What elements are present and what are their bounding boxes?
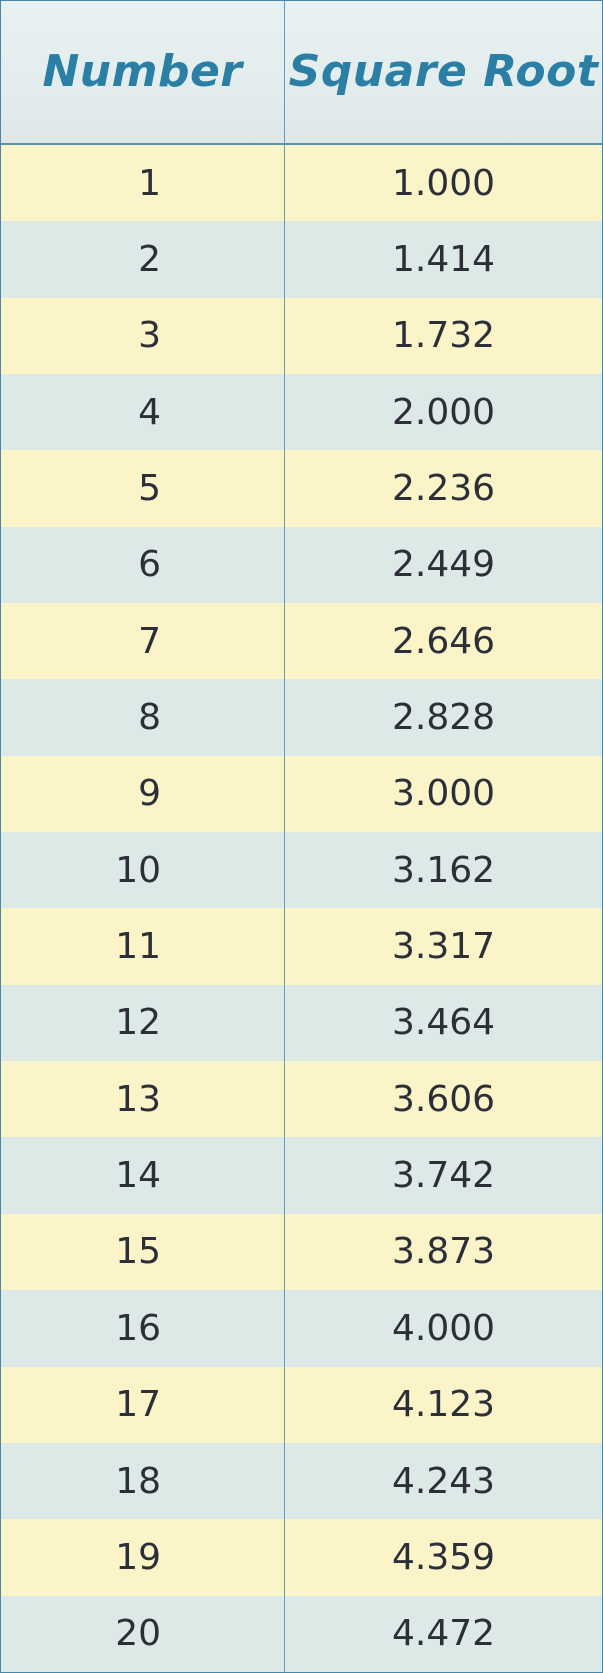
square-root-cell: 4.359 <box>391 1536 496 1578</box>
number-cell: 9 <box>138 773 161 815</box>
square-root-cell: 3.000 <box>391 773 496 815</box>
table-row: 13 3.606 <box>1 1061 602 1138</box>
square-root-cell: 1.414 <box>391 239 496 281</box>
table-header: Number Square Root <box>1 1 602 145</box>
square-root-cell: 2.646 <box>391 620 496 662</box>
table-row: 19 4.359 <box>1 1519 602 1596</box>
number-cell: 18 <box>115 1460 161 1502</box>
header-square-root: Square Root <box>288 46 599 97</box>
header-number: Number <box>42 46 243 97</box>
square-root-cell: 1.000 <box>391 162 496 204</box>
square-root-cell: 4.243 <box>391 1460 496 1502</box>
table-row: 10 3.162 <box>1 832 602 909</box>
table-row: 12 3.464 <box>1 984 602 1062</box>
table-row: 11 3.317 <box>1 908 602 985</box>
square-root-cell: 4.472 <box>391 1613 496 1655</box>
table-row: 1 1.000 <box>1 145 602 222</box>
number-cell: 14 <box>115 1155 161 1197</box>
number-cell: 16 <box>115 1307 161 1349</box>
square-root-cell: 2.449 <box>391 544 496 586</box>
table-row: 15 3.873 <box>1 1213 602 1291</box>
number-cell: 17 <box>115 1384 161 1426</box>
square-root-cell: 3.606 <box>391 1078 496 1120</box>
table-row: 4 2.000 <box>1 374 602 451</box>
square-root-cell: 1.732 <box>391 315 496 357</box>
table-row: 14 3.742 <box>1 1137 602 1214</box>
table-row: 9 3.000 <box>1 755 602 833</box>
table-row: 5 2.236 <box>1 450 602 527</box>
table-row: 3 1.732 <box>1 297 602 375</box>
number-cell: 12 <box>115 1002 161 1044</box>
square-root-cell: 3.742 <box>391 1155 496 1197</box>
number-cell: 8 <box>138 697 161 739</box>
number-cell: 13 <box>115 1078 161 1120</box>
table-row: 18 4.243 <box>1 1442 602 1520</box>
square-root-cell: 4.000 <box>391 1307 496 1349</box>
square-root-cell: 3.464 <box>391 1002 496 1044</box>
table-row: 16 4.000 <box>1 1290 602 1367</box>
number-cell: 10 <box>115 849 161 891</box>
number-cell: 4 <box>138 391 161 433</box>
number-cell: 15 <box>115 1231 161 1273</box>
number-cell: 11 <box>115 926 161 968</box>
number-cell: 3 <box>138 315 161 357</box>
table-row: 6 2.449 <box>1 526 602 604</box>
square-root-cell: 3.873 <box>391 1231 496 1273</box>
table-row: 17 4.123 <box>1 1366 602 1443</box>
square-root-cell: 2.828 <box>391 697 496 739</box>
square-root-cell: 2.000 <box>391 391 496 433</box>
table-row: 8 2.828 <box>1 679 602 756</box>
table-row: 7 2.646 <box>1 603 602 680</box>
table-row: 20 4.472 <box>1 1595 602 1672</box>
number-cell: 2 <box>138 239 161 281</box>
number-cell: 1 <box>138 162 161 204</box>
column-divider <box>284 1 285 1672</box>
table-row: 2 1.414 <box>1 221 602 298</box>
square-root-cell: 3.317 <box>391 926 496 968</box>
number-cell: 20 <box>115 1613 161 1655</box>
number-cell: 5 <box>138 468 161 510</box>
square-root-cell: 4.123 <box>391 1384 496 1426</box>
table-body: 1 1.000 2 1.414 3 1.732 4 2.000 5 2.236 6 2.449 7 2.6… <box>1 145 602 1672</box>
square-root-cell: 2.236 <box>391 468 496 510</box>
number-cell: 6 <box>138 544 161 586</box>
number-cell: 19 <box>115 1536 161 1578</box>
number-cell: 7 <box>138 620 161 662</box>
square-root-cell: 3.162 <box>391 849 496 891</box>
